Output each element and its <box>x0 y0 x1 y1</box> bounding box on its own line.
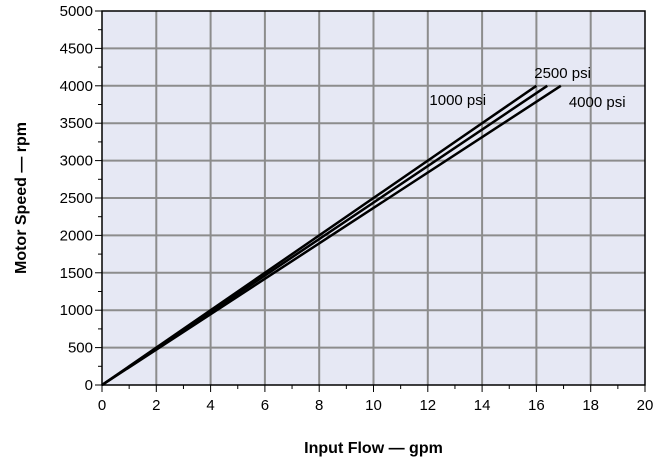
x-tick-label: 8 <box>315 397 323 414</box>
y-tick-label: 2000 <box>60 227 93 244</box>
x-tick-label: 6 <box>261 397 269 414</box>
series-label: 2500 psi <box>534 65 591 82</box>
x-axis-title: Input Flow — gpm <box>304 440 443 457</box>
x-tick-labels: 0 2 4 6 8 10 12 14 16 18 20 <box>98 397 654 414</box>
x-tick-label: 14 <box>474 397 491 414</box>
x-tick-label: 18 <box>582 397 599 414</box>
series-label: 4000 psi <box>569 94 626 111</box>
series-label: 1000 psi <box>429 92 486 109</box>
y-tick-label: 2500 <box>60 190 93 207</box>
x-tick-label: 10 <box>365 397 382 414</box>
y-tick-label: 5000 <box>60 3 93 20</box>
x-tick-label: 2 <box>152 397 160 414</box>
x-tick-label: 0 <box>98 397 106 414</box>
y-tick-label: 3500 <box>60 115 93 132</box>
x-tick-label: 12 <box>419 397 436 414</box>
y-tick-labels: 0 500 1000 1500 2000 2500 3000 3500 4000 4500 5000 <box>60 3 93 394</box>
x-tick-label: 20 <box>637 397 654 414</box>
y-axis-title: Motor Speed — rpm <box>13 122 30 274</box>
y-tick-label: 0 <box>85 377 93 394</box>
x-tick-label: 4 <box>206 397 214 414</box>
y-tick-label: 3000 <box>60 153 93 170</box>
y-tick-label: 500 <box>68 340 93 357</box>
y-tick-label: 1000 <box>60 302 93 319</box>
y-tick-label: 1500 <box>60 265 93 282</box>
x-tick-label: 16 <box>528 397 545 414</box>
y-tick-label: 4500 <box>60 40 93 57</box>
y-tick-label: 4000 <box>60 78 93 95</box>
